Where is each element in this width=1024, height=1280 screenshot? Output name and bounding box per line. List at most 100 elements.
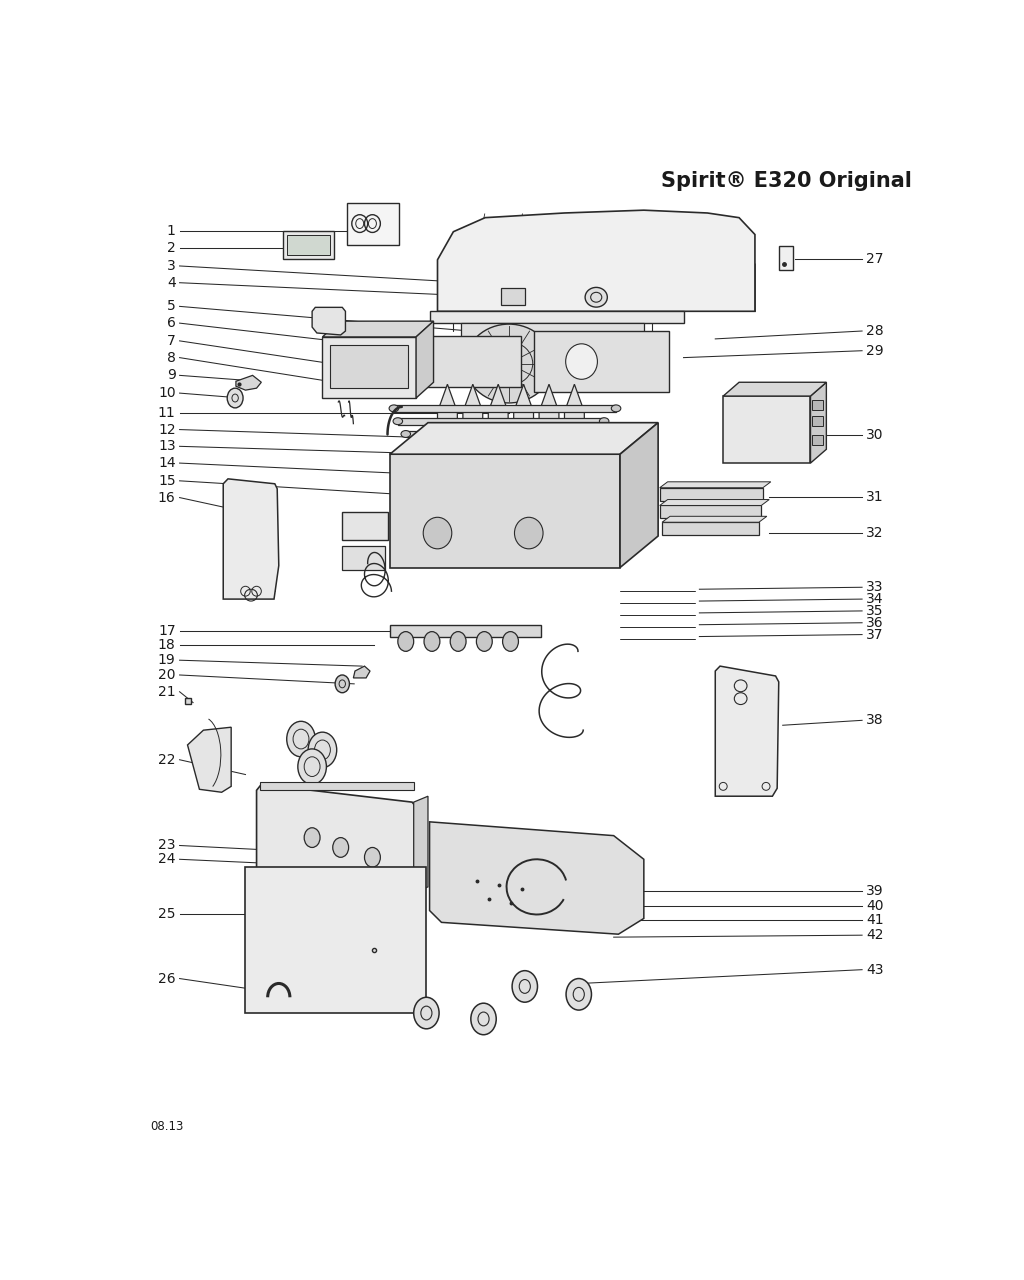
- Text: 5: 5: [167, 300, 176, 314]
- Text: 26: 26: [158, 972, 176, 986]
- Text: 23: 23: [158, 838, 176, 852]
- Text: 3: 3: [167, 259, 176, 273]
- Polygon shape: [323, 321, 433, 337]
- Text: 28: 28: [866, 324, 884, 338]
- Bar: [778, 246, 793, 270]
- Ellipse shape: [471, 1004, 497, 1034]
- Polygon shape: [353, 666, 370, 678]
- Text: 37: 37: [866, 627, 884, 641]
- Bar: [394, 404, 616, 412]
- Bar: [397, 417, 604, 425]
- Polygon shape: [659, 499, 769, 506]
- Text: 30: 30: [866, 429, 884, 443]
- Ellipse shape: [585, 288, 607, 307]
- Ellipse shape: [588, 443, 597, 451]
- Polygon shape: [312, 307, 345, 335]
- Polygon shape: [514, 384, 534, 424]
- Text: 6: 6: [167, 316, 176, 330]
- Bar: [323, 337, 416, 398]
- Polygon shape: [659, 481, 771, 488]
- Ellipse shape: [409, 443, 419, 451]
- Ellipse shape: [566, 978, 592, 1010]
- Polygon shape: [437, 384, 458, 424]
- Text: 21: 21: [158, 685, 176, 699]
- Text: 7: 7: [167, 334, 176, 348]
- Text: 11: 11: [158, 406, 176, 420]
- Bar: [414, 335, 521, 387]
- Bar: [342, 545, 385, 570]
- Bar: [812, 399, 823, 410]
- Bar: [287, 236, 331, 255]
- Bar: [283, 232, 334, 259]
- Text: 16: 16: [158, 490, 176, 504]
- Ellipse shape: [514, 517, 543, 549]
- Polygon shape: [663, 516, 767, 522]
- Text: 9: 9: [167, 369, 176, 383]
- Bar: [535, 332, 670, 392]
- Polygon shape: [414, 796, 428, 893]
- Text: 8: 8: [167, 351, 176, 365]
- Ellipse shape: [465, 324, 553, 403]
- Bar: [390, 454, 621, 567]
- Ellipse shape: [335, 675, 349, 692]
- Bar: [812, 416, 823, 426]
- Text: 2: 2: [167, 241, 176, 255]
- Polygon shape: [223, 479, 279, 599]
- Polygon shape: [463, 384, 482, 424]
- Text: Spirit® E320 Original: Spirit® E320 Original: [662, 172, 912, 191]
- Ellipse shape: [414, 997, 439, 1029]
- Ellipse shape: [397, 631, 414, 652]
- Ellipse shape: [565, 344, 597, 379]
- Bar: [812, 435, 823, 445]
- Polygon shape: [564, 384, 585, 424]
- Ellipse shape: [512, 970, 538, 1002]
- Ellipse shape: [424, 631, 440, 652]
- Ellipse shape: [298, 749, 327, 785]
- Ellipse shape: [401, 430, 411, 438]
- Bar: [501, 288, 524, 306]
- Bar: [663, 522, 759, 535]
- Polygon shape: [723, 383, 826, 396]
- Bar: [414, 443, 592, 451]
- Text: 38: 38: [866, 713, 884, 727]
- Ellipse shape: [595, 430, 605, 438]
- Ellipse shape: [393, 417, 402, 425]
- Bar: [723, 396, 811, 463]
- Ellipse shape: [308, 732, 337, 768]
- Polygon shape: [187, 727, 231, 792]
- Text: 35: 35: [866, 604, 884, 618]
- Polygon shape: [715, 666, 778, 796]
- Ellipse shape: [451, 631, 466, 652]
- Text: 42: 42: [866, 928, 884, 942]
- Bar: [246, 867, 426, 1012]
- Polygon shape: [416, 321, 433, 398]
- Text: 14: 14: [158, 456, 176, 470]
- Text: 20: 20: [158, 668, 176, 682]
- Bar: [331, 344, 409, 388]
- Text: 25: 25: [158, 908, 176, 922]
- Text: 29: 29: [866, 344, 884, 357]
- Text: 27: 27: [866, 252, 884, 266]
- Bar: [461, 323, 644, 337]
- Ellipse shape: [227, 388, 243, 408]
- Text: 32: 32: [866, 526, 884, 540]
- Polygon shape: [488, 384, 508, 424]
- Ellipse shape: [389, 404, 398, 412]
- Bar: [430, 311, 684, 323]
- Polygon shape: [390, 422, 658, 454]
- Polygon shape: [539, 384, 559, 424]
- Text: 39: 39: [866, 883, 884, 897]
- Ellipse shape: [599, 417, 609, 425]
- Text: 31: 31: [866, 489, 884, 503]
- Text: 12: 12: [158, 422, 176, 436]
- Text: 34: 34: [866, 593, 884, 607]
- Ellipse shape: [333, 837, 348, 858]
- Bar: [406, 430, 600, 438]
- Text: 4: 4: [167, 275, 176, 289]
- Bar: [342, 512, 388, 540]
- Polygon shape: [620, 422, 658, 567]
- Polygon shape: [811, 383, 826, 463]
- Polygon shape: [430, 822, 644, 934]
- Text: 19: 19: [158, 653, 176, 667]
- Ellipse shape: [423, 517, 452, 549]
